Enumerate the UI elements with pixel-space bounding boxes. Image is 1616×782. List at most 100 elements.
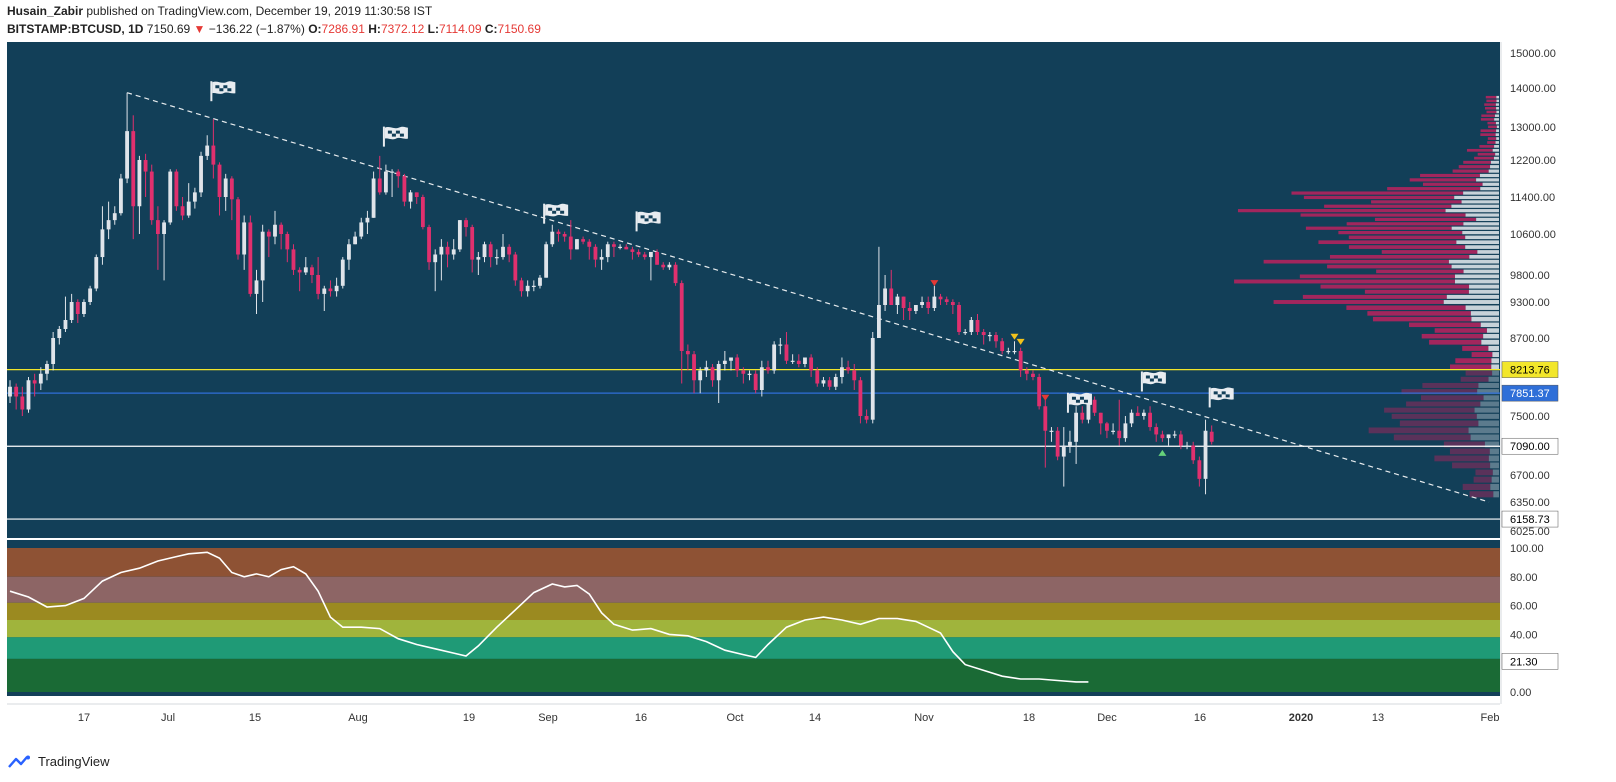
candle-body: [581, 239, 586, 242]
flag-checker: [640, 215, 657, 222]
oscillator-line: [9, 551, 1089, 683]
candle-body: [648, 251, 653, 258]
volume-profile-buy-bar: [1492, 352, 1499, 358]
time-tick-label: Jul: [161, 712, 175, 724]
volume-profile-buy-bar: [1488, 345, 1499, 351]
author-name[interactable]: Husain_Zabir: [7, 4, 84, 18]
time-tick-label: Nov: [914, 712, 934, 724]
chart-canvas[interactable]: 15000.00 14000.00 13000.00 12200.00 11400.00…: [0, 0, 1616, 750]
volume-profile-sell-bar: [1465, 370, 1493, 376]
oscillator-band: [7, 620, 1500, 638]
candle-body: [513, 254, 518, 281]
candle-body: [248, 222, 253, 294]
price-pane[interactable]: [7, 42, 1500, 538]
candle-body: [75, 302, 80, 314]
candle-body: [759, 367, 764, 390]
candle-body: [642, 254, 647, 258]
high-label: H:: [368, 22, 381, 36]
candle-body: [766, 367, 770, 371]
volume-profile-sell-bar: [1487, 121, 1496, 125]
oscillator-tick-label: 80.00: [1510, 572, 1538, 584]
candle-body: [445, 246, 450, 255]
candle-body: [1178, 434, 1183, 446]
volume-profile-sell-bar: [1421, 333, 1484, 339]
volume-profile-sell-bar: [1348, 235, 1466, 240]
candle-body: [316, 275, 321, 294]
open-label: O:: [308, 22, 322, 36]
candle-body: [1074, 412, 1079, 442]
candle-body: [1006, 351, 1011, 353]
volume-profile-buy-bar: [1480, 401, 1499, 407]
volume-profile-buy-bar: [1446, 294, 1499, 299]
oscillator-band: [7, 602, 1500, 620]
volume-profile-buy-bar: [1451, 204, 1499, 208]
candle-body: [149, 171, 154, 221]
volume-profile-sell-bar: [1477, 152, 1496, 156]
candle-body: [858, 380, 863, 416]
candle-body: [612, 244, 616, 247]
candle-body: [568, 236, 573, 250]
volume-profile-buy-bar: [1469, 254, 1499, 259]
footer-brand[interactable]: TradingView: [8, 754, 110, 769]
volume-profile-sell-bar: [1384, 407, 1475, 413]
volume-profile-buy-bar: [1496, 107, 1499, 110]
candle-body: [501, 246, 505, 258]
candle-body: [803, 357, 807, 364]
price-tick-label: 9800.00: [1510, 270, 1550, 282]
candle-body: [26, 380, 31, 410]
candle-body: [667, 264, 672, 268]
candle-body: [100, 229, 105, 258]
candle-body: [846, 367, 851, 371]
candle-body: [1086, 399, 1091, 420]
candle-body: [63, 320, 68, 329]
candle-body: [464, 220, 468, 228]
volume-profile-buy-bar: [1471, 316, 1499, 322]
candle-body: [679, 283, 684, 351]
volume-profile-sell-bar: [1485, 95, 1497, 99]
volume-profile-buy-bar: [1490, 483, 1499, 491]
volume-profile-sell-bar: [1303, 195, 1455, 200]
candle-body: [907, 308, 912, 311]
candle-body: [599, 257, 604, 260]
candle-body: [753, 373, 758, 390]
volume-profile-buy-bar: [1480, 322, 1499, 328]
volume-profile-sell-bar: [1374, 217, 1477, 222]
volume-profile-sell-bar: [1460, 376, 1489, 382]
candle-body: [476, 257, 481, 260]
candle-body: [938, 296, 943, 300]
time-tick-label: 14: [809, 712, 821, 724]
candle-body: [698, 370, 703, 381]
candle-body: [981, 332, 986, 335]
candle-body: [969, 320, 974, 332]
volume-profile-sell-bar: [1484, 103, 1496, 106]
candle-body: [390, 171, 394, 173]
candle-body: [273, 224, 277, 237]
volume-profile-buy-bar: [1445, 209, 1499, 213]
time-tick-label: Sep: [538, 712, 558, 724]
volume-profile-buy-bar: [1492, 469, 1499, 476]
price-tick-label: 9300.00: [1510, 297, 1550, 309]
volume-profile-buy-bar: [1490, 165, 1499, 169]
volume-profile-buy-bar: [1481, 339, 1499, 345]
candle-body: [950, 302, 955, 305]
volume-profile-buy-bar: [1443, 300, 1499, 304]
low-label: L:: [427, 22, 439, 36]
volume-profile-sell-bar: [1471, 352, 1493, 358]
candle-body: [544, 244, 549, 278]
volume-profile-buy-bar: [1494, 145, 1499, 148]
volume-profile-sell-bar: [1346, 305, 1466, 310]
candle-body: [877, 305, 881, 338]
candle-body: [692, 354, 696, 381]
volume-profile-buy-bar: [1489, 448, 1499, 455]
brand-label: TradingView: [38, 754, 110, 769]
candle-body: [630, 249, 635, 252]
volume-profile-sell-bar: [1401, 389, 1478, 395]
oscillator-pane[interactable]: [7, 540, 1500, 696]
volume-profile-buy-bar: [1488, 376, 1499, 382]
flag-checker: [1145, 375, 1162, 382]
candle-body: [562, 234, 567, 237]
candle-body: [285, 234, 290, 250]
candle-body: [340, 259, 345, 286]
candle-body: [531, 285, 536, 287]
volume-profile-buy-bar: [1454, 274, 1499, 279]
